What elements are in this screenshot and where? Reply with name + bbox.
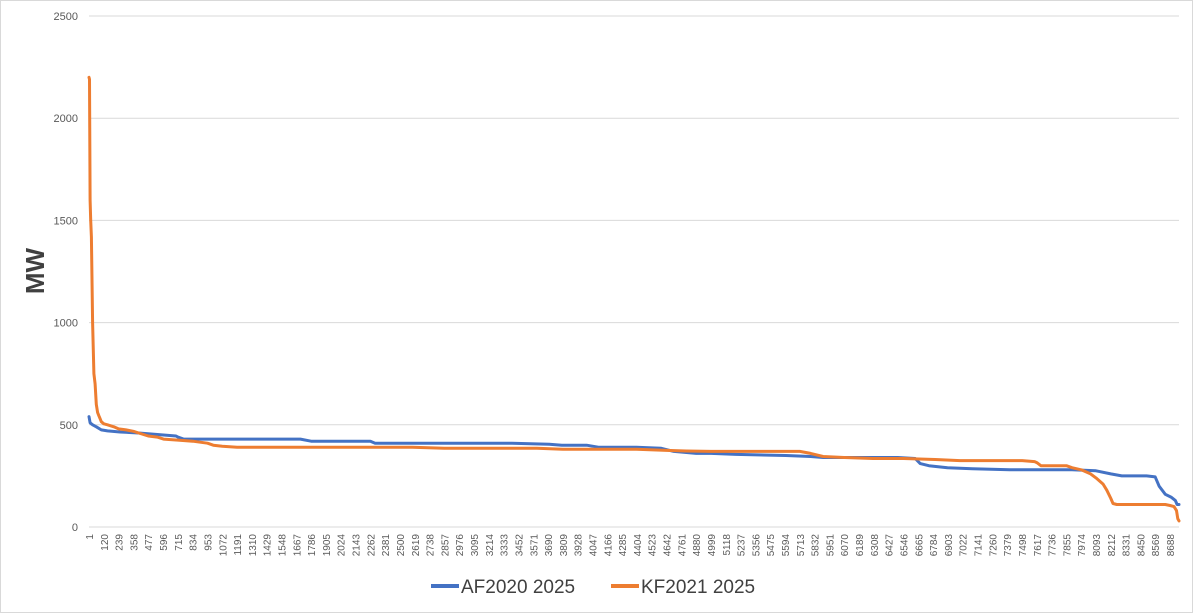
x-tick-label: 7260 — [988, 534, 999, 557]
x-tick-label: 5475 — [766, 534, 777, 557]
x-tick-label: 4761 — [677, 534, 688, 557]
x-tick-label: 2738 — [426, 534, 437, 557]
x-tick-label: 8331 — [1122, 534, 1133, 557]
x-tick-label: 5594 — [781, 534, 792, 557]
x-tick-label: 4404 — [633, 534, 644, 557]
x-tick-label: 3809 — [559, 534, 570, 557]
x-tick-label: 1667 — [292, 534, 303, 557]
x-tick-label: 1905 — [322, 534, 333, 557]
x-tick-label: 3333 — [500, 534, 511, 557]
x-tick-label: 6308 — [870, 534, 881, 557]
x-tick-label: 6665 — [914, 534, 925, 557]
x-tick-label: 6903 — [944, 534, 955, 557]
x-tick-label: 5713 — [796, 534, 807, 557]
series-line-1 — [87, 415, 1181, 506]
y-tick-label: 2000 — [54, 113, 78, 125]
x-tick-label: 2024 — [337, 534, 348, 557]
x-tick-label: 2857 — [440, 534, 451, 557]
series-line-2 — [87, 75, 1181, 523]
x-tick-label: 7736 — [1048, 534, 1059, 557]
x-tick-label: 2619 — [411, 534, 422, 557]
x-tick-label: 5356 — [751, 534, 762, 557]
x-tick-label: 4047 — [588, 534, 599, 557]
x-tick-label: 477 — [144, 534, 155, 551]
x-tick-label: 8569 — [1151, 534, 1162, 557]
legend-entry: KF2021 2025 — [641, 577, 755, 598]
x-tick-label: 8093 — [1092, 534, 1103, 557]
legend-entry: AF2020 2025 — [461, 577, 575, 598]
y-tick-label: 0 — [72, 522, 78, 534]
x-tick-label: 4999 — [707, 534, 718, 557]
x-tick-label: 4642 — [663, 534, 674, 557]
x-tick-label: 6427 — [885, 534, 896, 557]
x-tick-label: 6784 — [929, 534, 940, 557]
y-tick-label: 1000 — [54, 318, 78, 330]
x-tick-label: 596 — [159, 534, 170, 551]
x-tick-label: 1310 — [248, 534, 259, 557]
x-tick-label: 4285 — [618, 534, 629, 557]
axes: 0 500 1000 1500 2000 2500 1 120 239 358 477 596 715 8… — [54, 11, 1179, 556]
x-tick-label: 1548 — [278, 534, 289, 557]
x-tick-label: 3095 — [470, 534, 481, 557]
y-tick-label: 500 — [60, 420, 78, 432]
x-tick-label: 5237 — [737, 534, 748, 557]
x-tick-label: 8688 — [1166, 534, 1177, 557]
x-tick-label: 1072 — [218, 534, 229, 557]
x-tick-label: 7498 — [1018, 534, 1029, 557]
x-tick-label: 7379 — [1003, 534, 1014, 557]
x-tick-label: 715 — [174, 534, 185, 551]
y-axis-label: MW — [20, 247, 50, 294]
x-tick-label: 8450 — [1136, 534, 1147, 557]
x-tick-label: 5118 — [722, 534, 733, 556]
y-tick-label: 1500 — [54, 215, 78, 227]
x-tick-label: 7141 — [974, 534, 985, 557]
x-tick-label: 7974 — [1077, 534, 1088, 557]
x-tick-label: 6070 — [840, 534, 851, 557]
x-tick-label: 1786 — [307, 534, 318, 557]
x-tick-label: 5951 — [825, 534, 836, 557]
x-tick-label: 239 — [115, 534, 126, 551]
x-tick-label: 7617 — [1033, 534, 1044, 557]
x-tick-label: 3928 — [574, 534, 585, 557]
x-tick-label: 1191 — [233, 534, 244, 556]
y-tick-label: 2500 — [54, 11, 78, 23]
x-tick-label: 953 — [203, 534, 214, 551]
x-tick-label: 6546 — [899, 534, 910, 557]
x-tick-label: 6189 — [855, 534, 866, 557]
x-tick-label: 2143 — [352, 534, 363, 557]
x-tick-label: 4880 — [692, 534, 703, 557]
x-tick-label: 120 — [100, 534, 111, 551]
x-tick-label: 1 — [85, 534, 96, 540]
x-tick-label: 3571 — [529, 534, 540, 557]
x-tick-label: 2381 — [381, 534, 392, 557]
x-tick-label: 2500 — [396, 534, 407, 557]
x-tick-label: 2262 — [366, 534, 377, 557]
x-tick-label: 8212 — [1107, 534, 1118, 557]
x-tick-label: 2976 — [455, 534, 466, 557]
x-tick-label: 5832 — [811, 534, 822, 557]
x-tick-label: 7022 — [959, 534, 970, 557]
series-lines — [87, 75, 1181, 523]
x-tick-label: 3690 — [544, 534, 555, 557]
x-tick-label: 4166 — [603, 534, 614, 557]
x-tick-label: 358 — [129, 534, 140, 551]
legend: AF2020 2025 KF2021 2025 — [431, 577, 755, 598]
x-tick-label: 3452 — [514, 534, 525, 557]
x-tick-label: 7855 — [1062, 534, 1073, 557]
x-tick-label: 4523 — [648, 534, 659, 557]
x-tick-label: 1429 — [263, 534, 274, 557]
x-tick-label: 3214 — [485, 534, 496, 557]
x-tick-label: 834 — [189, 534, 200, 551]
